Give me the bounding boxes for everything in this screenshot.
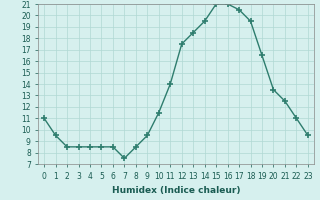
X-axis label: Humidex (Indice chaleur): Humidex (Indice chaleur) (112, 186, 240, 195)
